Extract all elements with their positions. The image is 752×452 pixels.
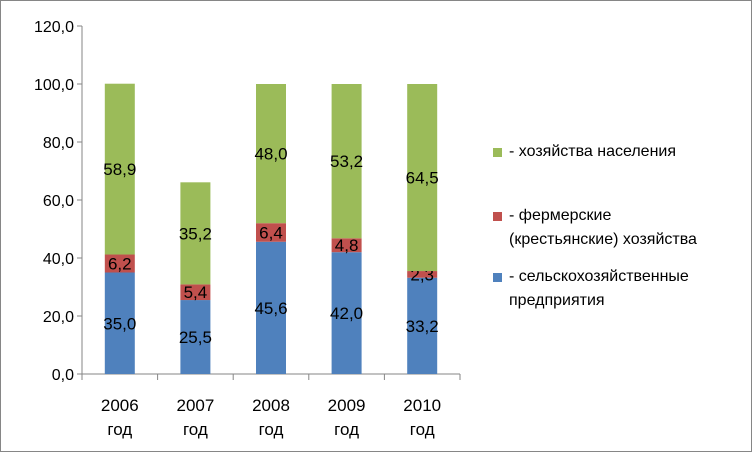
bar-segment — [256, 84, 286, 224]
y-tick-label: 20,0 — [43, 309, 74, 326]
x-category-label: 2010 год — [403, 396, 441, 439]
bar-segment — [104, 254, 135, 273]
bar-segment — [331, 84, 362, 239]
data-label: 35,0 — [103, 314, 136, 333]
data-label: 6,4 — [259, 223, 283, 242]
data-label: 48,0 — [254, 145, 287, 164]
bar-segment — [180, 284, 211, 301]
data-label: 42,0 — [330, 304, 363, 323]
y-tick-label: 120,0 — [34, 19, 74, 36]
legend-swatch-enterprises — [493, 273, 502, 282]
legend-label-enterprises: - сельскохозяйственные предприятия — [509, 268, 689, 309]
data-label: 33,2 — [406, 317, 439, 336]
data-label: 5,4 — [184, 283, 208, 302]
x-category-label: 2007 год — [176, 396, 214, 439]
bar-segment — [256, 241, 286, 374]
data-label: 45,6 — [254, 299, 287, 318]
data-label: 64,5 — [406, 169, 439, 188]
y-tick-label: 60,0 — [43, 193, 74, 210]
legend-swatch-farms — [493, 212, 502, 221]
legend-label-households: - хозяйства населения — [509, 143, 677, 160]
bar-segment — [180, 182, 211, 285]
y-tick-label: 40,0 — [43, 251, 74, 268]
x-category-label: 2009 год — [328, 396, 366, 439]
bar-segment — [407, 84, 438, 272]
data-label: 6,2 — [108, 255, 132, 274]
bar-segment — [331, 252, 362, 374]
bar-segment — [104, 83, 135, 255]
legend-label-farms: - фермерские (крестьянские) хозяйства — [509, 207, 697, 248]
bar-segment — [104, 272, 135, 374]
bar-segment — [256, 223, 286, 242]
x-category-label: 2008 год — [252, 396, 290, 439]
data-label: 53,2 — [330, 152, 363, 171]
legend-swatch-households — [493, 148, 502, 157]
bar-segment — [407, 277, 438, 374]
bar-segment — [331, 238, 362, 253]
y-tick-label: 100,0 — [34, 77, 74, 94]
y-tick-label: 80,0 — [43, 135, 74, 152]
y-tick-label: 0,0 — [52, 367, 74, 384]
data-label: 25,5 — [179, 328, 212, 347]
bar-segment — [407, 271, 438, 278]
x-category-label: 2006 год — [101, 396, 139, 439]
data-label: 4,8 — [335, 236, 359, 255]
data-label: 58,9 — [103, 160, 136, 179]
bar-segment — [180, 300, 211, 374]
data-label: 35,2 — [179, 224, 212, 243]
